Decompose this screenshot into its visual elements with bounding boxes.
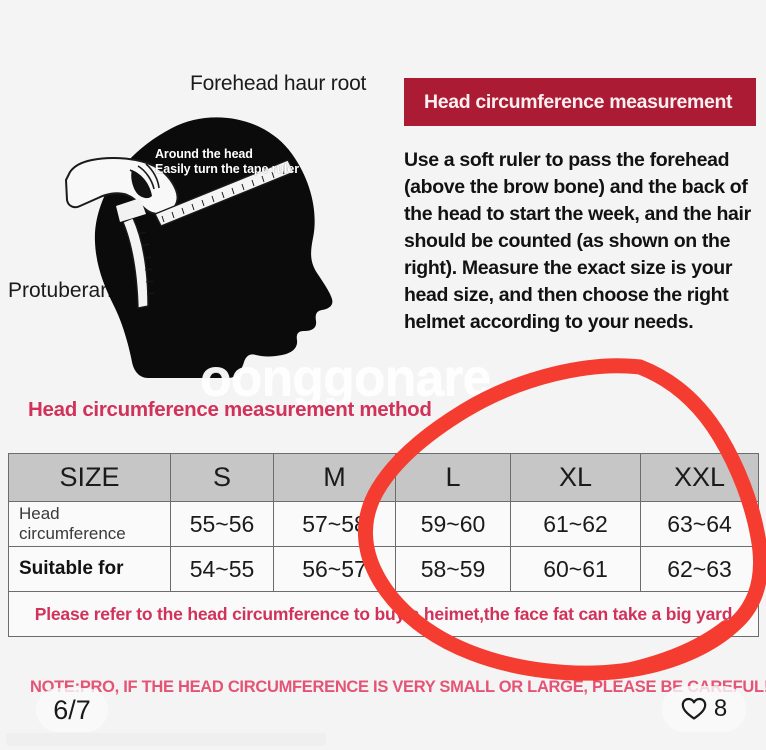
- method-heading: Head circumference measurement method: [28, 398, 432, 421]
- size-chart-table: SIZE S M L XL XXL Head circumference 55~…: [8, 453, 759, 637]
- cell-head-circumference-xxl: 63~64: [640, 501, 759, 547]
- cell-suitable-for-s: 54~55: [170, 546, 274, 592]
- row-label-suitable-for: Suitable for: [8, 546, 171, 592]
- panel-title: Head circumference measurement: [424, 90, 733, 113]
- table-header-cell-xl: XL: [510, 453, 641, 502]
- cell-head-circumference-m: 57~58: [273, 501, 396, 547]
- table-header-row: SIZE S M L XL XXL: [8, 453, 759, 502]
- table-header-cell-size: SIZE: [8, 453, 171, 502]
- table-row-suitable-for: Suitable for 54~55 56~57 58~59 60~61 62~…: [8, 546, 759, 592]
- bottom-warning-note: NOTE:PRO, IF THE HEAD CIRCUMFERENCE IS V…: [30, 678, 766, 696]
- head-measurement-illustration: Forehead haur root Protuberance: [0, 55, 400, 385]
- protuberance-label: Protuberance: [8, 279, 135, 302]
- page-indicator-label: 6/7: [53, 694, 91, 725]
- table-header-cell-xxl: XXL: [640, 453, 759, 502]
- in-head-line-2: Easily turn the tape ruler: [155, 162, 299, 176]
- in-head-line-1: Around the head: [155, 147, 253, 161]
- in-head-instruction: Around the head Easily turn the tape rul…: [155, 147, 299, 177]
- cell-suitable-for-xxl: 62~63: [640, 546, 759, 592]
- panel-body-text: Use a soft ruler to pass the forehead (a…: [404, 149, 751, 333]
- like-button[interactable]: 8: [662, 686, 746, 732]
- cell-head-circumference-xl: 61~62: [510, 501, 641, 547]
- table-header-cell-m: M: [273, 453, 396, 502]
- table-row-head-circumference: Head circumference 55~56 57~58 59~60 61~…: [8, 501, 759, 547]
- heart-outline-icon[interactable]: [681, 697, 707, 721]
- like-count: 8: [713, 695, 728, 722]
- bottom-placeholder-strip: [6, 733, 326, 746]
- row-label-head-circumference: Head circumference: [8, 501, 171, 547]
- head-silhouette-icon: [64, 117, 333, 378]
- cell-head-circumference-s: 55~56: [170, 501, 274, 547]
- cell-suitable-for-xl: 60~61: [510, 546, 641, 592]
- table-note: Please refer to the head circumference t…: [8, 591, 759, 637]
- cell-head-circumference-l: 59~60: [395, 501, 511, 547]
- cell-suitable-for-l: 58~59: [395, 546, 511, 592]
- table-header-cell-l: L: [395, 453, 511, 502]
- cell-suitable-for-m: 56~57: [273, 546, 396, 592]
- panel-title-bar: Head circumference measurement: [404, 78, 756, 126]
- table-note-row: Please refer to the head circumference t…: [8, 591, 759, 637]
- measurement-info-panel: Head circumference measurement Use a sof…: [404, 78, 756, 336]
- table-header-cell-s: S: [170, 453, 274, 502]
- forehead-label: Forehead haur root: [190, 72, 367, 95]
- page-indicator: 6/7: [36, 688, 108, 732]
